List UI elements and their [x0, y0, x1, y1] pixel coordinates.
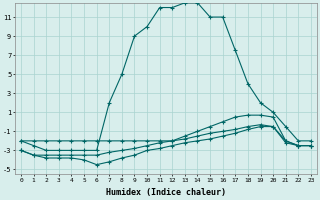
X-axis label: Humidex (Indice chaleur): Humidex (Indice chaleur): [106, 188, 226, 197]
